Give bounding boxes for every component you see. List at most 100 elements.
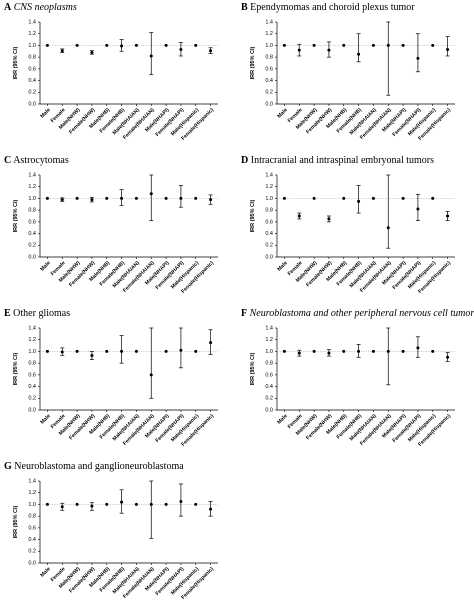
point <box>60 49 64 53</box>
point <box>60 350 64 354</box>
point <box>179 196 183 200</box>
point <box>312 196 316 200</box>
point <box>164 43 168 47</box>
y-tick-label: 1.0 <box>28 502 36 508</box>
point <box>282 349 286 353</box>
y-tick-label: 0.2 <box>28 396 36 402</box>
y-tick-label: 0.2 <box>28 549 36 555</box>
point <box>60 198 64 202</box>
y-tick-label: 0.4 <box>28 78 36 84</box>
y-tick-label: 0.8 <box>28 208 36 214</box>
panel-title: A CNS neoplasms <box>4 2 77 13</box>
panel-title-text: Other gliomas <box>13 308 70 319</box>
panel: E Other gliomas IRR (95% CI) 0.0 0.2 0.4 0.6 0… <box>4 308 218 448</box>
panel: G Neuroblastoma and ganglioneuroblastoma… <box>4 461 218 601</box>
point <box>105 502 109 506</box>
point <box>416 56 420 60</box>
y-tick-label: 0.2 <box>265 396 273 402</box>
point <box>75 502 79 506</box>
point <box>134 502 138 506</box>
point <box>209 341 213 345</box>
y-axis-label: IRR (95% CI) <box>13 199 19 232</box>
panel-letter: E <box>4 308 11 319</box>
point <box>342 196 346 200</box>
point <box>194 502 198 506</box>
y-tick-label: 0.8 <box>265 361 273 367</box>
point <box>209 49 213 53</box>
point <box>149 54 153 58</box>
point <box>371 43 375 47</box>
y-axis-label: IRR (95% CI) <box>13 505 19 538</box>
y-tick-label: 0.0 <box>265 407 273 413</box>
y-tick-label: 0.8 <box>265 208 273 214</box>
panel-letter: A <box>4 2 12 13</box>
y-tick-label: 0.8 <box>28 514 36 520</box>
y-tick-label: 0.2 <box>265 243 273 249</box>
panel-title: E Other gliomas <box>4 308 70 319</box>
point <box>149 373 153 377</box>
point <box>386 226 390 230</box>
y-tick-label: 0.0 <box>265 101 273 107</box>
panel-title: G Neuroblastoma and ganglioneuroblastoma <box>4 461 184 472</box>
panel-title-text: Neuroblastoma and ganglioneuroblastoma <box>14 461 184 472</box>
point <box>282 196 286 200</box>
y-tick-label: 0.6 <box>265 372 273 378</box>
y-tick-label: 0.6 <box>28 219 36 225</box>
y-tick-label: 1.4 <box>28 172 36 178</box>
point <box>179 48 183 52</box>
y-tick-label: 1.0 <box>265 196 273 202</box>
y-tick-label: 0.4 <box>28 231 36 237</box>
y-tick-label: 1.2 <box>28 490 36 496</box>
panel-title-text: Astrocytomas <box>13 155 69 166</box>
y-tick-label: 1.0 <box>265 349 273 355</box>
point <box>209 507 213 511</box>
point <box>357 199 361 203</box>
y-tick-label: 1.2 <box>265 184 273 190</box>
panel: A CNS neoplasms IRR (95% CI) 0.0 0.2 0.4 0.6 0… <box>4 2 218 142</box>
point <box>105 43 109 47</box>
y-tick-label: 0.6 <box>265 219 273 225</box>
y-tick-label: 1.2 <box>265 337 273 343</box>
y-tick-label: 0.2 <box>28 243 36 249</box>
point <box>297 214 301 218</box>
point <box>45 43 49 47</box>
y-tick-label: 1.0 <box>28 43 36 49</box>
point <box>149 192 153 196</box>
panel: C Astrocytomas IRR (95% CI) 0.0 0.2 0.4 0.6 0.… <box>4 155 218 295</box>
point <box>179 348 183 352</box>
panel-title: F Neuroblastoma and other peripheral ner… <box>241 308 474 319</box>
point <box>75 43 79 47</box>
point <box>446 355 450 359</box>
y-tick-label: 0.2 <box>265 90 273 96</box>
point <box>386 43 390 47</box>
point <box>327 351 331 355</box>
y-axis-label: IRR (95% CI) <box>250 352 256 385</box>
point <box>371 196 375 200</box>
point <box>446 48 450 52</box>
point <box>120 500 124 504</box>
y-tick-label: 0.6 <box>28 66 36 72</box>
point <box>357 52 361 56</box>
y-tick-label: 0.4 <box>28 537 36 543</box>
y-tick-label: 0.6 <box>28 525 36 531</box>
y-tick-label: 0.2 <box>28 90 36 96</box>
y-tick-label: 0.0 <box>28 254 36 260</box>
point <box>401 349 405 353</box>
y-tick-label: 1.4 <box>28 325 36 331</box>
y-tick-label: 1.2 <box>28 31 36 37</box>
point <box>194 349 198 353</box>
point <box>45 196 49 200</box>
point <box>134 196 138 200</box>
point <box>149 502 153 506</box>
point <box>105 349 109 353</box>
point <box>60 505 64 509</box>
y-tick-label: 1.2 <box>28 337 36 343</box>
point <box>371 349 375 353</box>
panel-title-text: CNS neoplasms <box>14 2 77 13</box>
point <box>75 196 79 200</box>
point <box>194 43 198 47</box>
y-tick-label: 0.4 <box>265 78 273 84</box>
x-tick-label: Male <box>276 260 288 272</box>
point <box>446 214 450 218</box>
